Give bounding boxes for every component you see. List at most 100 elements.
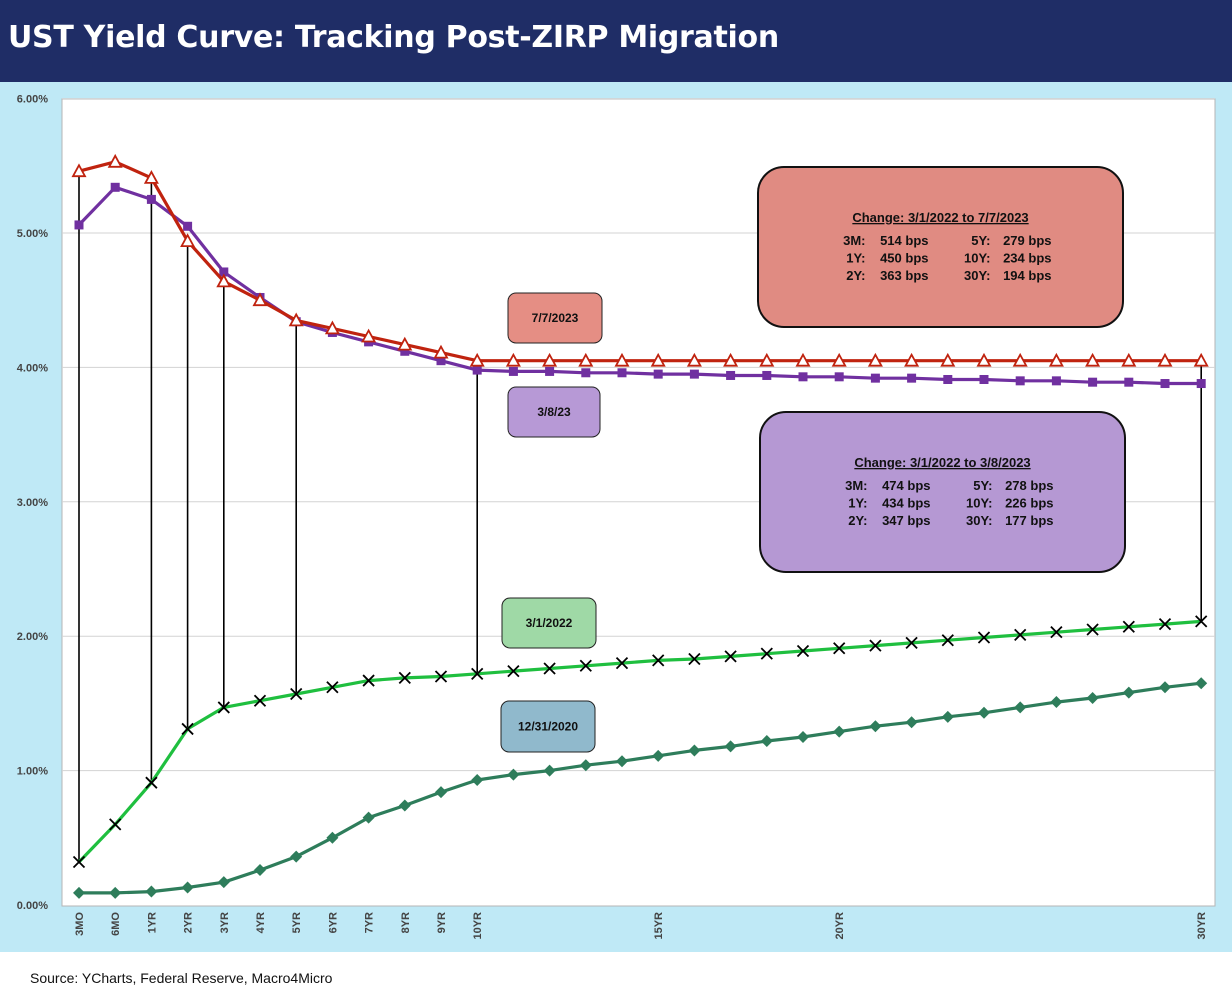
- annotation-cell: 3M:: [845, 478, 867, 493]
- annotation-cell: 5Y:: [971, 233, 990, 248]
- point-marker: [688, 652, 701, 666]
- point-marker: [107, 153, 123, 168]
- point-marker: [507, 768, 520, 781]
- point-marker: [762, 370, 772, 380]
- annotation-title: Change: 3/1/2022 to 7/7/2023: [852, 210, 1028, 225]
- annotation-cell: 30Y:: [966, 513, 993, 528]
- point-marker: [324, 320, 340, 335]
- point-marker: [469, 352, 485, 367]
- point-marker: [217, 701, 230, 714]
- series-2: [72, 615, 1208, 869]
- point-marker: [652, 654, 665, 667]
- point-marker: [1085, 352, 1101, 367]
- series-3: [73, 677, 1208, 899]
- point-marker: [216, 273, 232, 288]
- point-marker: [905, 716, 918, 729]
- point-marker: [543, 662, 556, 675]
- point-marker: [688, 744, 701, 757]
- annotation-bg: [759, 411, 1126, 573]
- point-marker: [652, 749, 665, 762]
- point-marker: [362, 811, 375, 824]
- x-tick-label: 2YR: [183, 912, 195, 933]
- point-marker: [252, 292, 268, 307]
- point-marker: [181, 722, 194, 736]
- point-marker: [219, 267, 229, 277]
- annotation-cell: 450 bps: [880, 251, 928, 266]
- point-marker: [362, 674, 375, 687]
- annotation-cell: 434 bps: [882, 496, 930, 511]
- annotation-cell: 10Y:: [964, 251, 991, 266]
- point-marker: [831, 352, 847, 367]
- annotation-title: Change: 3/1/2022 to 3/8/2023: [854, 455, 1030, 470]
- point-marker: [181, 881, 194, 894]
- point-marker: [760, 735, 773, 748]
- series-0: [71, 153, 1209, 367]
- change-annotations: Change: 3/1/2022 to 7/7/2023 3M: 514 bps 5Y…: [757, 166, 1126, 573]
- x-tick-label: 5YR: [291, 912, 303, 933]
- series-line: [79, 681, 1202, 895]
- y-tick-label: 2.00%: [17, 631, 48, 643]
- point-marker: [723, 352, 739, 367]
- point-marker: [471, 667, 484, 680]
- x-tick-label: 6YR: [327, 912, 339, 933]
- point-marker: [904, 352, 920, 367]
- point-marker: [579, 659, 592, 672]
- point-marker: [326, 681, 339, 694]
- point-marker: [110, 182, 120, 192]
- annotation-cell: 226 bps: [1005, 496, 1053, 511]
- point-marker: [650, 352, 666, 367]
- point-marker: [724, 650, 737, 663]
- point-marker: [1196, 379, 1206, 389]
- x-axis: 3MO 6MO 1YR 2YR 3YR 4YR 5YR 6YR 7YR 8YR 9YR 10YR 15Y…: [74, 912, 1208, 940]
- point-marker: [941, 634, 954, 647]
- point-marker: [579, 759, 592, 772]
- point-marker: [1086, 623, 1099, 636]
- point-marker: [74, 220, 84, 230]
- x-tick-label: 6MO: [110, 912, 122, 936]
- point-marker: [433, 344, 449, 359]
- point-marker: [1121, 352, 1137, 367]
- point-marker: [1158, 617, 1172, 631]
- point-marker: [797, 731, 809, 743]
- point-marker: [726, 370, 736, 380]
- yield-curve-chart: 0.00% 1.00% 2.00% 3.00% 4.00% 5.00% 6.00% 3MO 6…: [17, 94, 1216, 940]
- x-tick-label: 20YR: [834, 912, 846, 940]
- annotation-cell: 1Y:: [846, 251, 865, 266]
- point-marker: [1124, 377, 1134, 387]
- point-marker: [581, 368, 591, 378]
- series-label-text: 3/1/2022: [526, 616, 573, 630]
- point-marker: [471, 774, 484, 787]
- annotation-cell: 30Y:: [964, 268, 991, 283]
- point-marker: [109, 886, 122, 899]
- point-marker: [398, 671, 411, 685]
- point-marker: [71, 163, 87, 178]
- point-marker: [795, 352, 811, 367]
- point-marker: [253, 694, 267, 707]
- point-marker: [615, 656, 629, 670]
- annotation-cell: 1Y:: [848, 496, 867, 511]
- x-tick-label: 1YR: [146, 912, 158, 933]
- point-marker: [870, 373, 880, 383]
- point-marker: [1122, 686, 1135, 699]
- point-marker: [398, 799, 411, 812]
- point-marker: [290, 850, 303, 863]
- point-marker: [617, 368, 627, 378]
- series-label-text: 12/31/2020: [518, 720, 578, 734]
- point-marker: [1048, 352, 1064, 367]
- y-tick-label: 4.00%: [17, 362, 48, 374]
- point-marker: [1159, 681, 1171, 694]
- y-tick-label: 5.00%: [17, 228, 48, 240]
- point-marker: [397, 336, 413, 351]
- change-annotation: Change: 3/1/2022 to 7/7/2023 3M: 514 bps 5Y…: [757, 166, 1124, 328]
- annotation-cell: 278 bps: [1005, 478, 1053, 493]
- annotation-cell: 5Y:: [973, 478, 992, 493]
- point-marker: [1195, 677, 1208, 690]
- point-marker: [796, 644, 810, 658]
- series-layer: [71, 153, 1209, 899]
- point-marker: [578, 352, 594, 367]
- point-marker: [1122, 620, 1135, 633]
- y-tick-label: 6.00%: [17, 94, 48, 106]
- series-label-bg: [500, 700, 596, 753]
- point-marker: [505, 352, 521, 367]
- point-marker: [869, 720, 882, 733]
